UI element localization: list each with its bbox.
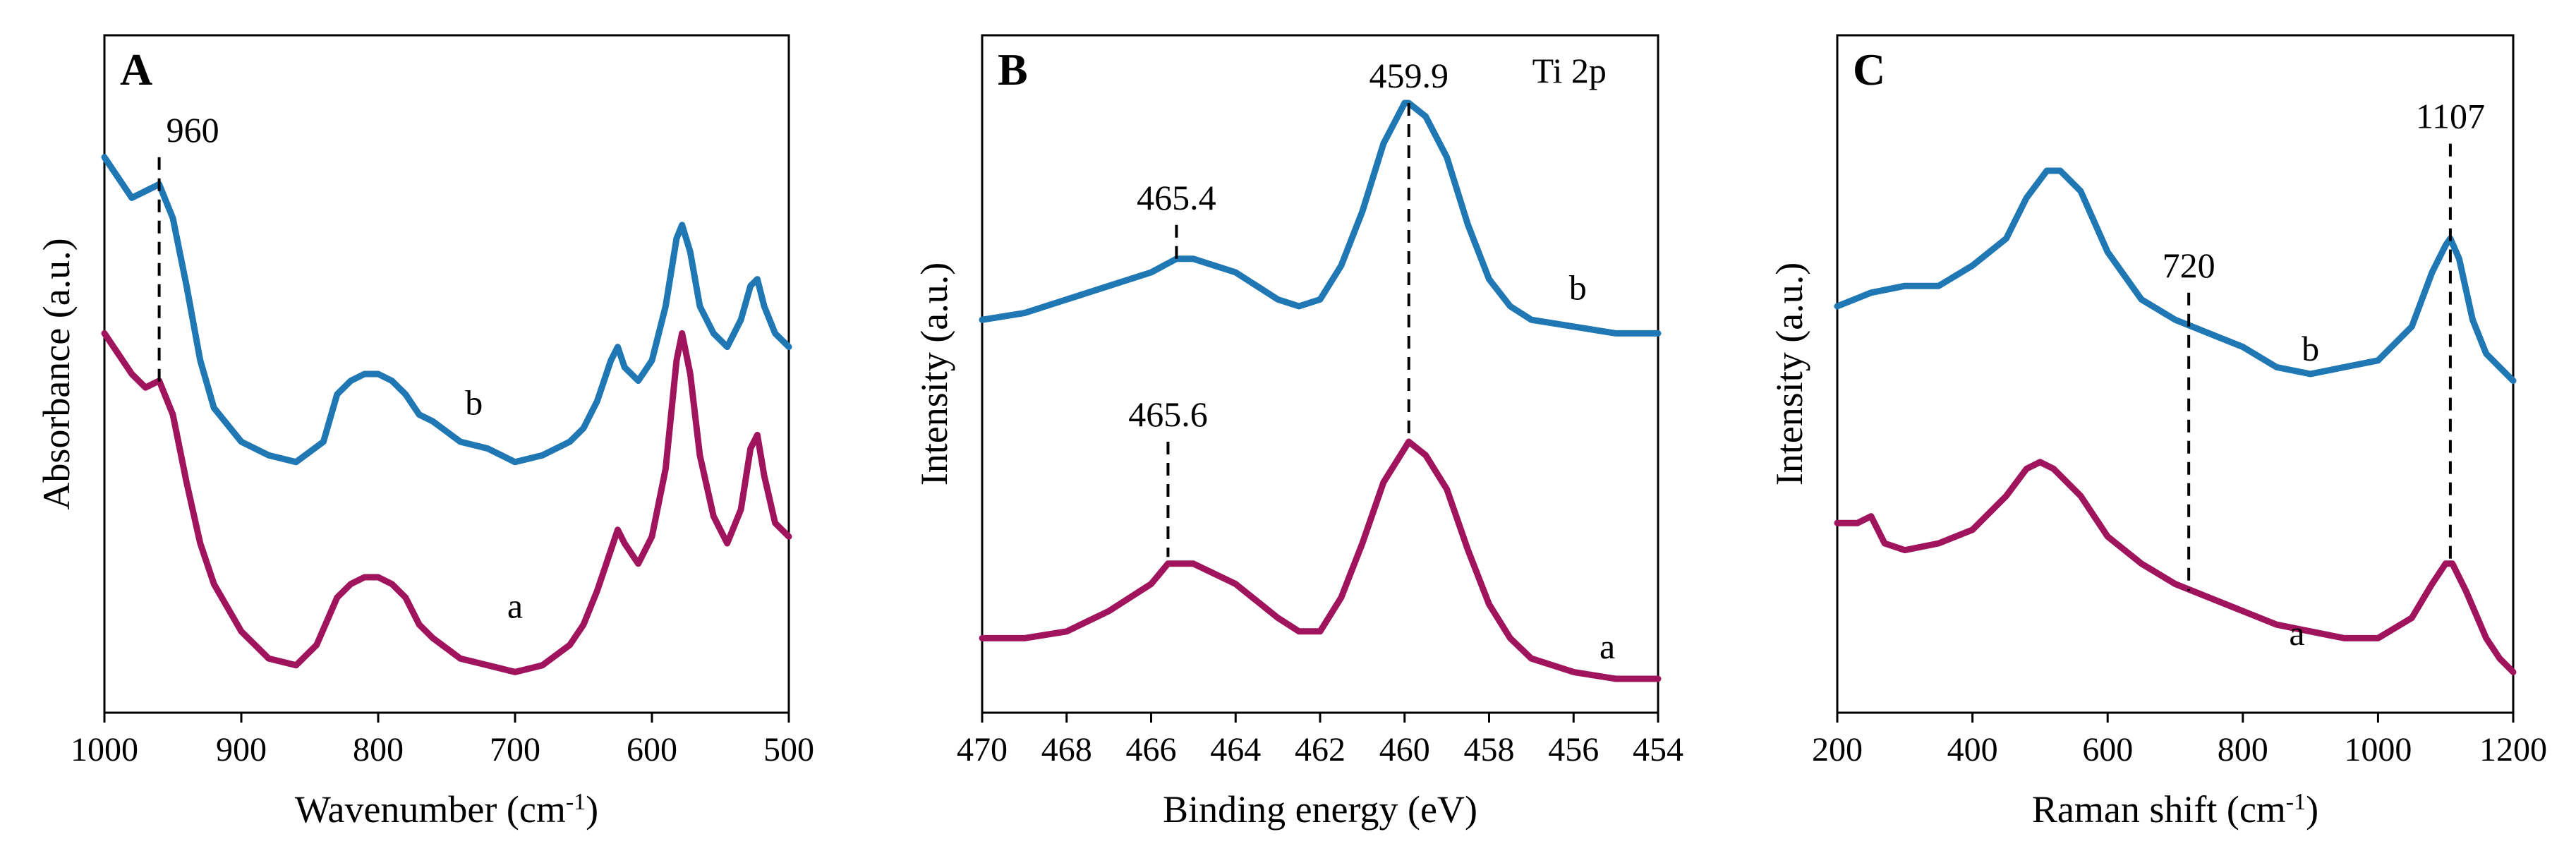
peak-marker-label: 459.9 bbox=[1369, 56, 1449, 95]
x-axis-label: Wavenumber (cm-1) bbox=[295, 788, 598, 831]
x-tick-label: 1000 bbox=[71, 731, 138, 768]
x-tick-label: 500 bbox=[763, 731, 814, 768]
y-axis-label: Intensity (a.u.) bbox=[1768, 262, 1810, 485]
panel-b: B 470 468 466 464 462 460 458 456 454 Binding ener… bbox=[913, 34, 1683, 831]
series-a-line bbox=[1834, 459, 2517, 675]
x-tick-label: 1000 bbox=[2344, 731, 2412, 768]
x-tick-label: 1200 bbox=[2479, 731, 2547, 768]
y-axis-label: Intensity (a.u.) bbox=[913, 262, 955, 485]
series-b-line bbox=[1834, 167, 2517, 385]
panel-annotation: Ti 2p bbox=[1532, 51, 1607, 90]
peak-marker-label: 720 bbox=[2163, 246, 2215, 285]
panel-a: A 1000 900 800 700 600 500 Wavenumber (cm-1) Abs… bbox=[35, 34, 814, 831]
panel-letter: C bbox=[1853, 44, 1885, 95]
x-tick-label: 466 bbox=[1126, 731, 1177, 768]
peak-marker-label: 465.6 bbox=[1128, 394, 1208, 434]
x-axis-label: Binding energy (eV) bbox=[1163, 788, 1477, 831]
series-b-label: b bbox=[2302, 329, 2319, 368]
series-a-label: a bbox=[1600, 627, 1615, 666]
peak-marker-label: 1107 bbox=[2416, 97, 2485, 136]
x-tick-label: 458 bbox=[1464, 731, 1515, 768]
x-tick-label: 800 bbox=[353, 731, 404, 768]
x-tick-label: 454 bbox=[1633, 731, 1683, 768]
x-tick-label: 900 bbox=[216, 731, 267, 768]
x-tick-label: 600 bbox=[2082, 731, 2133, 768]
panel-letter: A bbox=[120, 44, 152, 95]
series-b-label: b bbox=[465, 383, 483, 423]
series-b-line bbox=[101, 154, 792, 466]
peak-marker-label: 465.4 bbox=[1137, 178, 1216, 217]
x-tick-label: 464 bbox=[1210, 731, 1261, 768]
peak-marker-label: 960 bbox=[167, 110, 219, 150]
x-tick-label: 700 bbox=[490, 731, 540, 768]
series-b-label: b bbox=[1569, 267, 1587, 307]
series-a-line bbox=[101, 330, 792, 675]
plot-frame bbox=[1836, 34, 2515, 714]
x-tick-label: 462 bbox=[1295, 731, 1346, 768]
x-tick-label: 200 bbox=[1812, 731, 1863, 768]
x-tick-label: 400 bbox=[1947, 731, 1998, 768]
y-axis-label: Absorbance (a.u.) bbox=[35, 238, 78, 509]
x-tick-label: 470 bbox=[957, 731, 1008, 768]
x-axis-label: Raman shift (cm-1) bbox=[2032, 788, 2318, 831]
x-tick-label: 800 bbox=[2218, 731, 2268, 768]
series-a-label: a bbox=[507, 586, 523, 626]
series-a-label: a bbox=[2289, 613, 2304, 653]
x-tick-label: 468 bbox=[1041, 731, 1092, 768]
series-a-line bbox=[979, 438, 1662, 682]
plot-frame bbox=[103, 34, 790, 714]
panel-letter: B bbox=[998, 44, 1028, 95]
panel-c: C 200 400 600 800 1000 1200 Raman shift (cm-1) I… bbox=[1768, 34, 2547, 831]
x-tick-label: 600 bbox=[627, 731, 677, 768]
series-b-line bbox=[979, 99, 1662, 337]
x-tick-label: 460 bbox=[1379, 731, 1430, 768]
plot-frame bbox=[981, 34, 1659, 714]
x-tick-label: 456 bbox=[1548, 731, 1599, 768]
